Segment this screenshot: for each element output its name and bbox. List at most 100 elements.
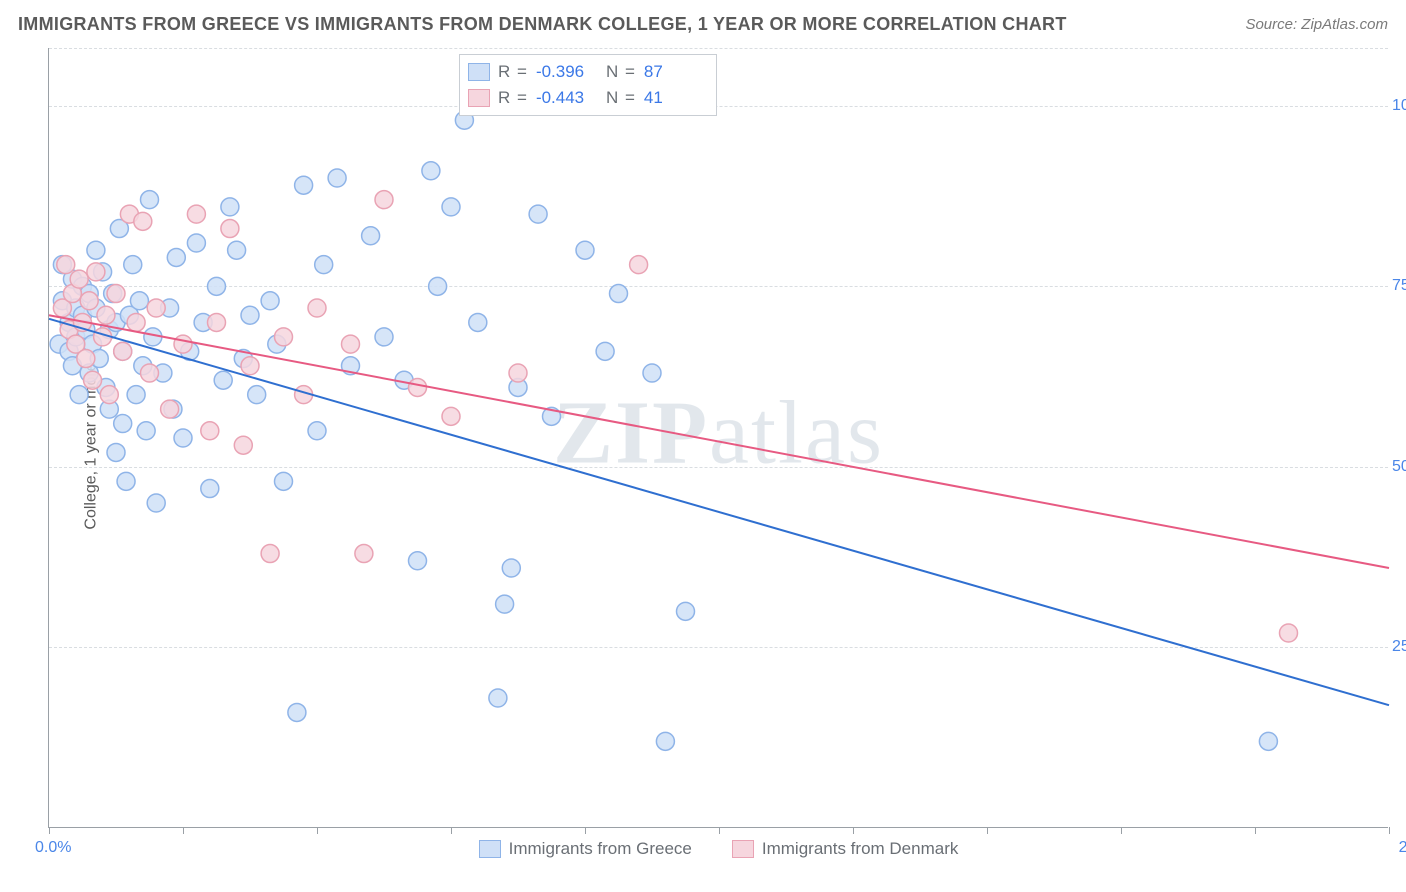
- data-point: [201, 422, 219, 440]
- data-point: [362, 227, 380, 245]
- data-point: [328, 169, 346, 187]
- x-axis-max-label: 20.0%: [1399, 839, 1406, 857]
- x-tick: [1255, 827, 1256, 834]
- data-point: [422, 162, 440, 180]
- data-point: [147, 494, 165, 512]
- legend-item: Immigrants from Denmark: [732, 839, 958, 859]
- data-point: [70, 386, 88, 404]
- data-point: [114, 415, 132, 433]
- y-tick-label: 75.0%: [1392, 277, 1406, 295]
- source-attribution: Source: ZipAtlas.com: [1245, 16, 1388, 33]
- data-point: [630, 256, 648, 274]
- data-point: [84, 371, 102, 389]
- n-value: 87: [644, 62, 706, 82]
- data-point: [429, 277, 447, 295]
- data-point: [107, 443, 125, 461]
- x-tick: [987, 827, 988, 834]
- data-point: [57, 256, 75, 274]
- legend-swatch: [468, 63, 490, 81]
- data-point: [208, 277, 226, 295]
- data-point: [234, 436, 252, 454]
- data-point: [308, 299, 326, 317]
- r-value: -0.443: [536, 88, 598, 108]
- legend-label: Immigrants from Denmark: [762, 839, 958, 859]
- data-point: [275, 328, 293, 346]
- x-tick: [451, 827, 452, 834]
- data-point: [596, 342, 614, 360]
- data-point: [174, 335, 192, 353]
- data-point: [187, 234, 205, 252]
- data-point: [1259, 732, 1277, 750]
- data-point: [147, 299, 165, 317]
- data-point: [87, 241, 105, 259]
- data-point: [70, 270, 88, 288]
- data-point: [80, 292, 98, 310]
- legend-item: Immigrants from Greece: [479, 839, 692, 859]
- data-point: [127, 313, 145, 331]
- data-point: [124, 256, 142, 274]
- data-point: [315, 256, 333, 274]
- data-point: [502, 559, 520, 577]
- data-point: [275, 472, 293, 490]
- data-point: [1280, 624, 1298, 642]
- data-point: [529, 205, 547, 223]
- legend-row: R = -0.443 N = 41: [468, 85, 706, 111]
- data-point: [489, 689, 507, 707]
- x-tick: [49, 827, 50, 834]
- legend-label: Immigrants from Greece: [509, 839, 692, 859]
- data-point: [134, 212, 152, 230]
- y-tick-label: 25.0%: [1392, 638, 1406, 656]
- data-point: [114, 342, 132, 360]
- data-point: [409, 552, 427, 570]
- data-point: [141, 191, 159, 209]
- n-value: 41: [644, 88, 706, 108]
- data-point: [288, 703, 306, 721]
- header: IMMIGRANTS FROM GREECE VS IMMIGRANTS FRO…: [18, 14, 1388, 35]
- data-point: [221, 198, 239, 216]
- data-point: [100, 386, 118, 404]
- data-point: [469, 313, 487, 331]
- data-point: [187, 205, 205, 223]
- x-tick: [183, 827, 184, 834]
- data-point: [167, 248, 185, 266]
- scatter-svg: [49, 48, 1388, 827]
- data-point: [221, 220, 239, 238]
- data-point: [643, 364, 661, 382]
- x-tick: [719, 827, 720, 834]
- data-point: [87, 263, 105, 281]
- data-point: [97, 306, 115, 324]
- data-point: [137, 422, 155, 440]
- data-point: [248, 386, 266, 404]
- data-point: [241, 306, 259, 324]
- data-point: [77, 350, 95, 368]
- legend-swatch: [468, 89, 490, 107]
- data-point: [442, 407, 460, 425]
- data-point: [130, 292, 148, 310]
- n-label: N =: [606, 62, 636, 82]
- legend-swatch: [732, 840, 754, 858]
- chart-plot-area: ZIPatlas 25.0%50.0%75.0%100.0% R =-0.396…: [48, 48, 1388, 828]
- legend-row: R =-0.396N =87: [468, 59, 706, 85]
- n-label: N =: [606, 88, 636, 108]
- y-tick-label: 50.0%: [1392, 458, 1406, 476]
- data-point: [496, 595, 514, 613]
- data-point: [375, 191, 393, 209]
- data-point: [201, 480, 219, 498]
- y-tick-label: 100.0%: [1392, 97, 1406, 115]
- data-point: [127, 386, 145, 404]
- x-tick: [317, 827, 318, 834]
- data-point: [141, 364, 159, 382]
- x-axis-min-label: 0.0%: [35, 839, 71, 857]
- data-point: [409, 378, 427, 396]
- legend-swatch: [479, 840, 501, 858]
- data-point: [261, 545, 279, 563]
- x-tick: [1389, 827, 1390, 834]
- data-point: [214, 371, 232, 389]
- data-point: [576, 241, 594, 259]
- data-point: [308, 422, 326, 440]
- r-value: -0.396: [536, 62, 598, 82]
- r-label: R =: [498, 88, 528, 108]
- data-point: [342, 335, 360, 353]
- correlation-legend: R = -0.396 N = 87 R = -0.443 N = 41: [459, 54, 717, 116]
- data-point: [174, 429, 192, 447]
